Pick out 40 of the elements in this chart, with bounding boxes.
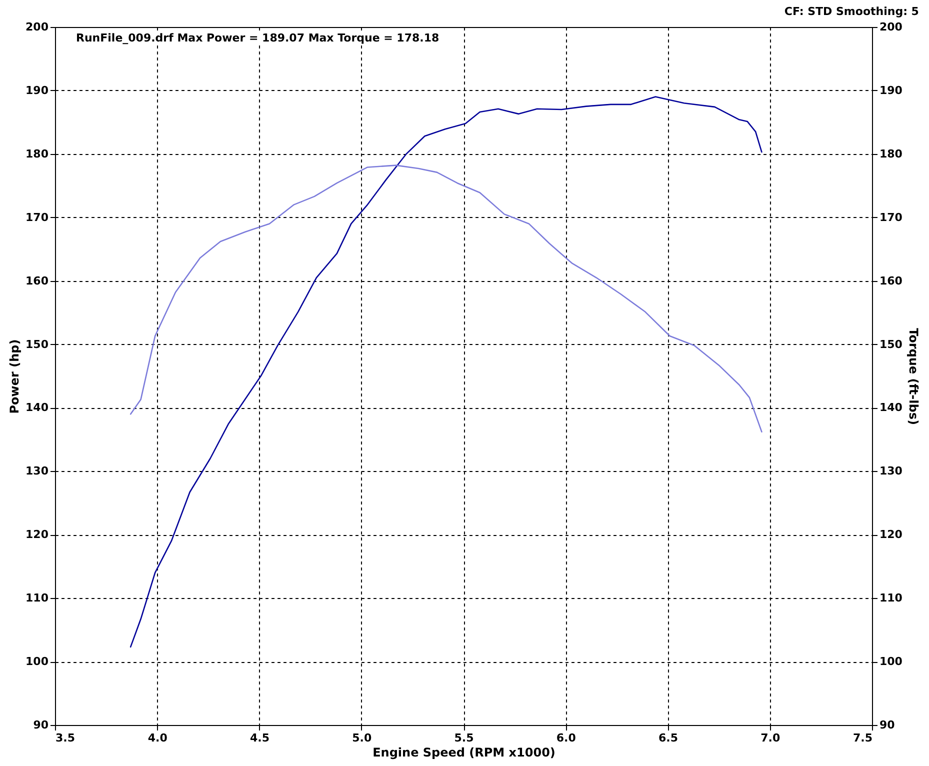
y2-tick-label: 170 bbox=[880, 210, 903, 224]
x-tick-label: 5.5 bbox=[454, 732, 474, 744]
y-tick-label: 130 bbox=[26, 464, 49, 478]
y-tick-label: 150 bbox=[26, 338, 49, 351]
y2-tick-label: 180 bbox=[880, 147, 903, 160]
x-axis-title: Engine Speed (RPM x1000) bbox=[372, 746, 556, 760]
x-tick-label: 3.5 bbox=[56, 732, 75, 744]
y2-axis-title: Torque (ft-lbs) bbox=[906, 328, 920, 425]
y-tick-label: 170 bbox=[26, 210, 49, 224]
y-tick-label: 180 bbox=[26, 147, 49, 160]
y2-tick-label: 130 bbox=[880, 464, 903, 478]
y2-tick-label: 150 bbox=[880, 338, 903, 351]
y-tick-label: 190 bbox=[26, 84, 49, 97]
x-tick-label: 7.0 bbox=[760, 732, 780, 744]
x-tick-label: 6.0 bbox=[556, 732, 576, 744]
x-tick-label: 7.5 bbox=[853, 732, 872, 744]
x-tick-label: 5.0 bbox=[352, 732, 372, 744]
y2-tick-label: 100 bbox=[880, 655, 903, 668]
y-tick-label: 200 bbox=[26, 20, 49, 34]
y2-tick-label: 200 bbox=[880, 20, 903, 34]
y-axis-title: Power (hp) bbox=[8, 339, 22, 414]
y2-tick-label: 90 bbox=[880, 718, 896, 732]
y-tick-label: 100 bbox=[26, 655, 49, 668]
x-tick-label: 6.5 bbox=[658, 732, 678, 744]
y2-tick-label: 120 bbox=[880, 528, 903, 542]
y-tick-label: 120 bbox=[26, 528, 49, 542]
x-tick-label: 4.5 bbox=[250, 732, 270, 744]
y-tick-label: 110 bbox=[26, 592, 49, 605]
y-tick-label: 160 bbox=[26, 274, 49, 288]
y2-tick-label: 190 bbox=[880, 84, 903, 97]
y2-tick-label: 160 bbox=[880, 274, 903, 288]
y-tick-label: 90 bbox=[33, 718, 49, 732]
y2-tick-label: 110 bbox=[880, 592, 903, 605]
y-tick-label: 140 bbox=[26, 401, 49, 414]
x-tick-label: 4.0 bbox=[148, 732, 168, 744]
text: RunFile_009.drf Max Power = 189.07 Max Torque = 178.18 bbox=[76, 32, 440, 44]
y2-tick-label: 140 bbox=[880, 401, 903, 414]
line-series bbox=[130, 164, 762, 432]
text: CF: STD Smoothing: 5 bbox=[784, 5, 919, 18]
line-series bbox=[130, 96, 762, 648]
